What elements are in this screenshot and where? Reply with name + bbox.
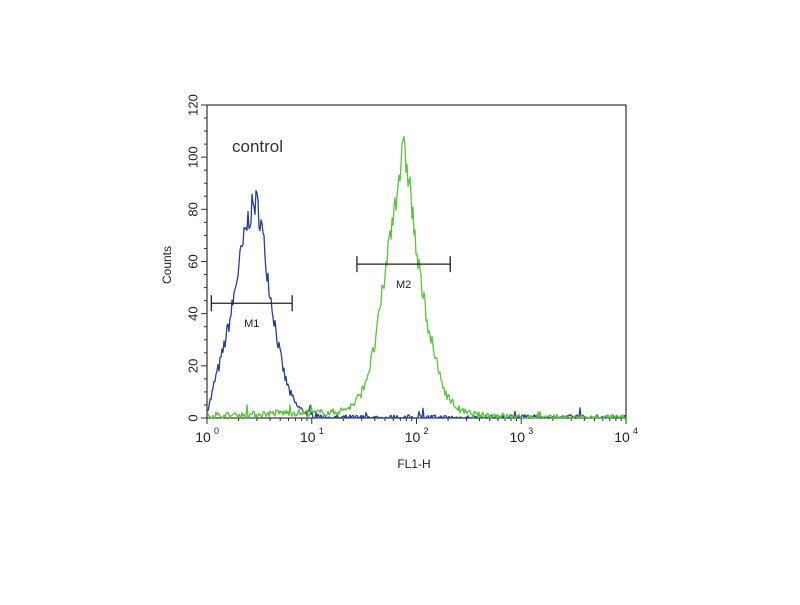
annotation-label: control	[232, 137, 283, 156]
x-tick-exponent: 4	[633, 426, 638, 436]
x-axis-title: FL1-H	[397, 457, 430, 471]
x-tick-exponent: 3	[528, 426, 533, 436]
x-tick-label: 10	[509, 429, 525, 445]
marker-m1-label: M1	[244, 318, 259, 330]
y-tick-label: 80	[185, 202, 200, 216]
x-tick-exponent: 0	[214, 426, 219, 436]
y-tick-label: 40	[185, 306, 200, 320]
x-tick-label: 10	[614, 429, 630, 445]
x-tick-exponent: 2	[424, 426, 429, 436]
series-line-2	[207, 135, 626, 419]
y-axis-title: Counts	[160, 246, 174, 284]
y-tick-label: 0	[185, 414, 200, 421]
y-tick-label: 100	[185, 146, 200, 168]
y-tick-label: 60	[185, 254, 200, 268]
y-tick-label: 20	[185, 359, 200, 373]
x-tick-label: 10	[300, 429, 316, 445]
x-tick-label: 10	[405, 429, 421, 445]
x-tick-exponent: 1	[319, 426, 324, 436]
marker-m2-label: M2	[396, 279, 411, 291]
x-tick-label: 10	[195, 429, 211, 445]
y-tick-label: 120	[185, 94, 200, 116]
